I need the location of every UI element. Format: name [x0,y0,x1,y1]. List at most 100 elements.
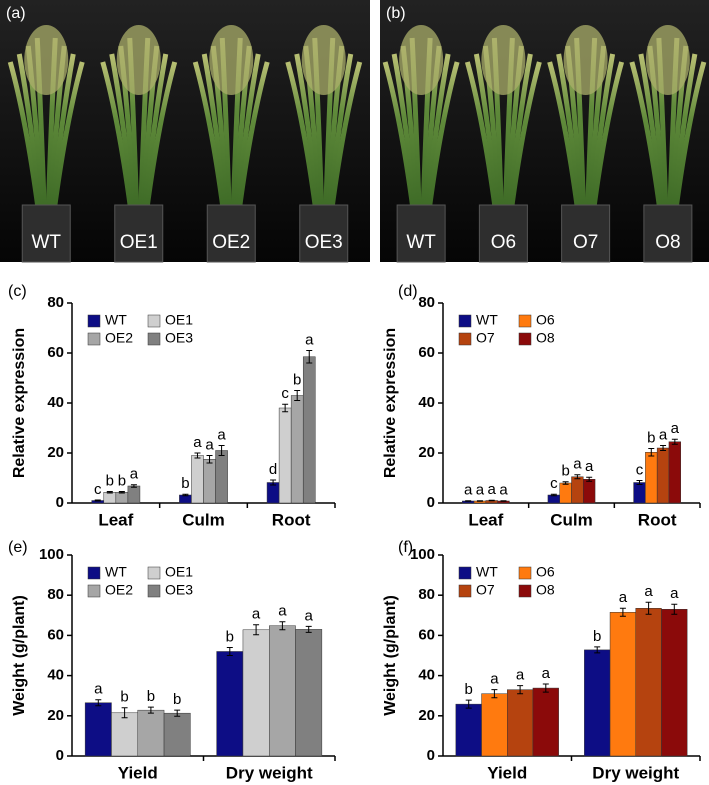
pot [643,204,693,263]
significance-letter: a [476,482,485,499]
significance-letter: a [659,426,668,443]
panel-label: (d) [398,283,418,300]
error-bar [94,499,101,502]
y-tick-label: 0 [427,747,435,764]
legend-label: OE1 [165,564,193,580]
bar [583,479,596,504]
plant-leaf [673,61,707,211]
y-tick-label: 100 [39,546,64,563]
y-tick-label: 60 [418,626,435,643]
significance-letter: a [516,667,525,684]
legend-label: WT [476,312,498,328]
bar [115,492,129,504]
significance-letter: a [671,420,680,437]
bar [295,629,323,757]
bar [584,649,611,757]
significance-letter: a [542,665,551,682]
significance-letter: a [670,585,679,602]
plant-leaf [234,53,261,211]
legend-label: WT [105,312,127,328]
y-tick-label: 40 [418,394,435,411]
significance-letter: c [550,475,558,492]
y-tick-label: 80 [47,294,64,311]
photo-label: WT [31,232,61,253]
bar [215,450,228,504]
error-bar [106,491,113,494]
significance-letter: b [106,472,114,489]
bar [278,407,292,504]
y-axis-label: Weight (g/plant) [382,595,399,716]
legend-label: O7 [476,582,495,598]
significance-letter: a [278,603,287,620]
error-bar [294,390,301,401]
error-bar [465,500,472,502]
plant-leaf [671,53,698,211]
y-tick-label: 80 [418,294,435,311]
legend-label: O8 [536,582,555,598]
legend-label: WT [476,564,498,580]
plant-leaf [327,53,354,211]
pot [21,204,71,263]
bar [507,689,534,757]
error-bar [226,646,233,656]
bar [481,693,508,757]
panicle [301,25,346,95]
bar [656,447,670,504]
pot [206,204,256,263]
panicle [563,25,608,95]
y-tick-label: 0 [427,494,435,511]
significance-letter: a [644,583,653,600]
significance-letter: b [226,628,234,645]
legend-label: O6 [536,312,555,328]
error-bar [542,683,549,693]
y-tick-label: 20 [418,444,435,461]
photo-panel: WT O6 O7 O8 (b) [380,0,709,263]
panicle [399,25,444,95]
error-bar [648,448,655,457]
pot [478,204,528,263]
error-bar [206,455,213,464]
significance-letter: c [94,481,102,498]
legend-swatch [147,314,161,328]
plant-leaf [391,53,418,211]
plant-leaf [547,61,581,211]
bar [242,629,270,757]
plant-leaf [144,61,178,211]
error-bar [305,625,312,633]
bar [163,712,191,757]
significance-letter: a [193,434,202,451]
panel-label: (c) [8,283,27,300]
y-tick-label: 20 [47,707,64,724]
x-tick-label: Yield [118,763,158,782]
error-bar [636,480,643,485]
x-tick-label: Leaf [468,510,503,529]
panel-label: (b) [386,5,406,22]
y-tick-label: 100 [410,546,435,563]
significance-letter: b [293,371,301,388]
bar [635,608,662,757]
legend-swatch [147,584,161,598]
error-bar [488,499,495,502]
bar [103,492,117,504]
significance-letter: b [181,475,189,492]
error-bar [194,452,201,459]
y-tick-label: 80 [47,586,64,603]
error-bar [671,438,678,445]
bar [137,709,165,757]
significance-letter: b [173,691,181,708]
plant-leaf [473,53,500,211]
error-bar [182,493,189,497]
x-tick-label: Culm [550,510,593,529]
y-tick-label: 0 [56,747,64,764]
bar [645,452,658,504]
legend-label: OE3 [165,582,193,598]
photo-label: WT [406,232,436,253]
error-bar [465,699,472,709]
significance-letter: d [269,461,277,478]
y-tick-label: 40 [47,394,64,411]
significance-letter: a [490,671,499,688]
bar [203,459,216,504]
significance-letter: a [573,456,582,473]
significance-letter: b [647,429,655,446]
